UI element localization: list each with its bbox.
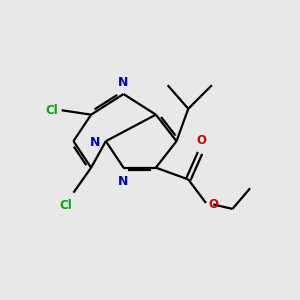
Text: O: O: [208, 198, 218, 211]
Text: N: N: [118, 76, 129, 89]
Text: Cl: Cl: [59, 199, 72, 212]
Text: Cl: Cl: [45, 104, 58, 117]
Text: O: O: [196, 134, 206, 147]
Text: N: N: [118, 175, 129, 188]
Text: N: N: [90, 136, 100, 149]
